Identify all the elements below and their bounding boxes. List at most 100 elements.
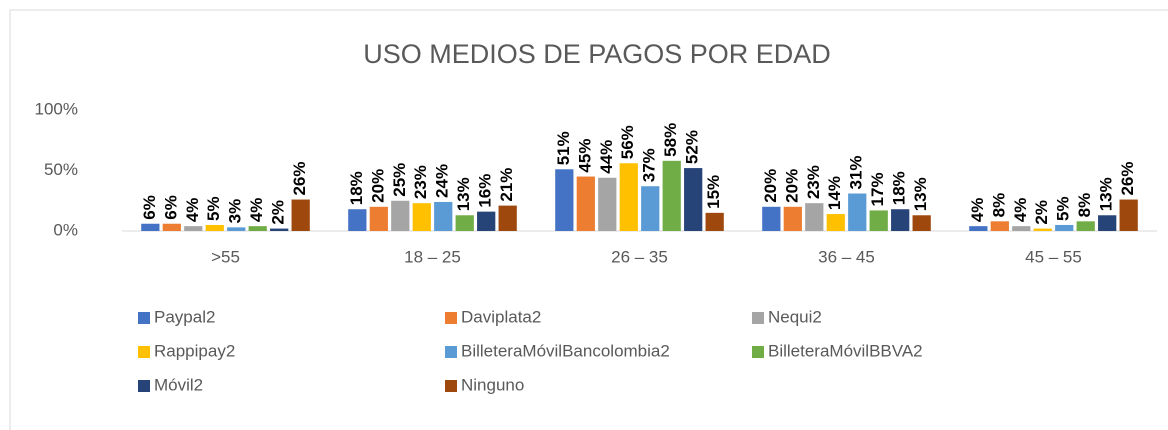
bar [1076,221,1095,231]
bar [477,211,496,231]
data-label: 18% [890,171,909,205]
data-label: 13% [911,177,930,211]
data-label: 51% [554,131,573,165]
bar [434,201,453,231]
legend-swatch [445,346,457,358]
bar [391,200,410,231]
legend-label: Daviplata2 [461,307,541,326]
bar [555,169,574,231]
bar [369,206,388,231]
bar [576,176,595,231]
legend-swatch [138,312,150,324]
data-label: 2% [269,200,288,225]
bar [805,203,824,231]
legend-swatch [445,380,457,392]
legend-label: Móvil2 [154,375,203,394]
bar [598,177,617,231]
data-label: 21% [497,168,516,202]
data-label: 16% [476,174,495,208]
data-label: 6% [161,195,180,220]
chart-title: USO MEDIOS DE PAGOS POR EDAD [363,39,831,69]
legend-swatch [752,312,764,324]
data-label: 4% [1011,198,1030,223]
legend-label: BilleteraMóvilBBVA2 [768,341,923,360]
bar [1033,228,1052,231]
bar [291,199,310,231]
bar [662,160,681,231]
bar [705,212,724,231]
bar [455,215,474,231]
bar [762,206,781,231]
y-tick-label: 50% [44,160,78,179]
data-label: 37% [640,148,659,182]
bar [969,226,988,231]
data-label: 25% [390,163,409,197]
bar [270,228,289,231]
bar [826,214,845,231]
data-label: 4% [183,198,202,223]
data-label: 56% [618,125,637,159]
data-label: 58% [661,123,680,157]
y-tick-label: 0% [53,220,78,239]
data-label: 20% [761,169,780,203]
data-label: 26% [290,162,309,196]
bar [141,223,160,231]
data-label: 31% [847,155,866,189]
bar [848,193,867,231]
data-label: 2% [1032,200,1051,225]
data-label: 4% [968,198,987,223]
data-label: 44% [597,140,616,174]
legend-swatch [138,380,150,392]
bar [1055,224,1074,231]
legend-swatch [138,346,150,358]
data-label: 8% [1075,193,1094,218]
data-label: 24% [433,164,452,198]
bar [248,226,267,231]
legend-swatch [445,312,457,324]
data-label: 6% [140,195,159,220]
bar [184,226,203,231]
bar [783,206,802,231]
data-label: 4% [247,198,266,223]
bar [684,168,703,231]
bar [1098,215,1117,231]
x-tick-label: 45 – 55 [1025,247,1082,266]
data-label: 13% [1097,177,1116,211]
bar [162,223,181,231]
x-tick-label: 26 – 35 [611,247,668,266]
legend-label: Paypal2 [154,307,215,326]
data-label: 15% [704,175,723,209]
data-label: 20% [782,169,801,203]
x-tick-label: >55 [211,247,240,266]
bar [498,205,517,231]
bar [1012,226,1031,231]
data-label: 5% [204,196,223,221]
data-label: 23% [804,165,823,199]
bar [227,227,246,231]
legend-label: BilleteraMóvilBancolombia2 [461,341,670,360]
data-label: 13% [454,177,473,211]
data-label: 45% [575,139,594,173]
bar [205,224,224,231]
bar [990,221,1009,231]
bar [912,215,931,231]
data-label: 14% [825,176,844,210]
data-label: 8% [989,193,1008,218]
data-label: 26% [1118,162,1137,196]
data-label: 18% [347,171,366,205]
data-label: 3% [226,199,245,224]
bar [869,210,888,231]
data-label: 20% [368,169,387,203]
data-label: 23% [411,165,430,199]
y-tick-label: 100% [35,99,78,118]
bar [619,163,638,231]
bar [891,209,910,231]
data-label: 52% [683,130,702,164]
x-tick-label: 36 – 45 [818,247,875,266]
data-label: 17% [868,172,887,206]
legend-swatch [752,346,764,358]
bar [412,203,431,231]
x-tick-label: 18 – 25 [404,247,461,266]
legend-label: Nequi2 [768,307,822,326]
